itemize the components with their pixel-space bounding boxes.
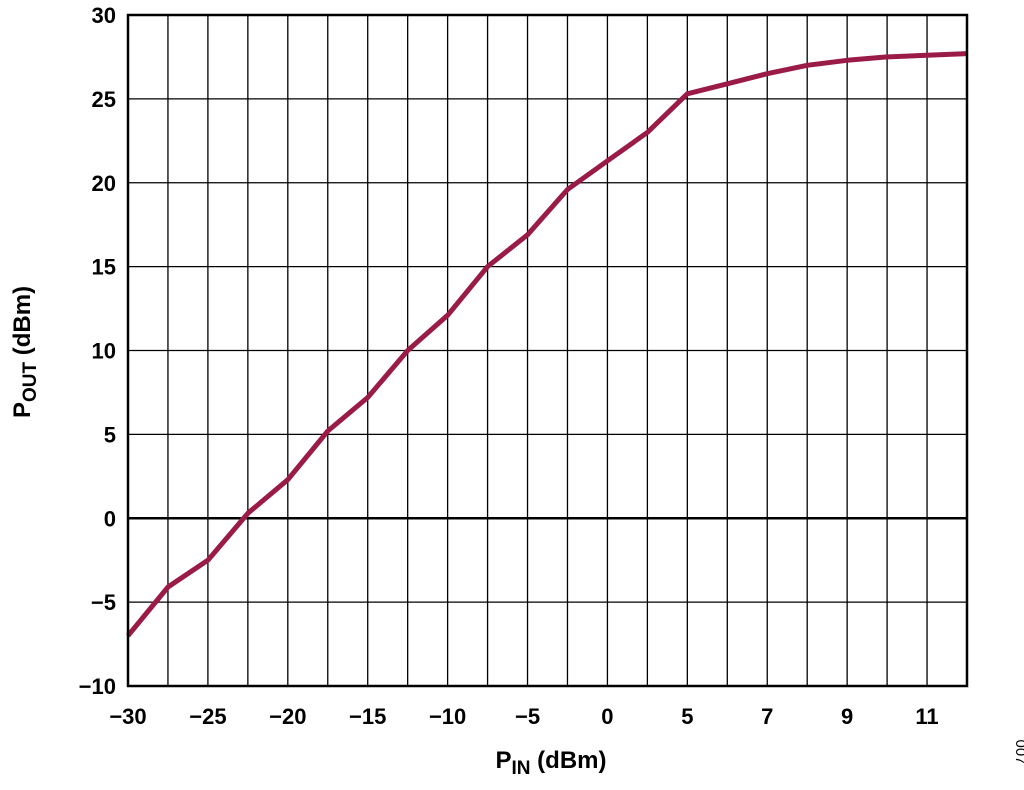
y-axis-label-main: P <box>9 402 36 418</box>
y-tick-label: 25 <box>92 87 116 112</box>
y-tick-label: −10 <box>79 674 116 699</box>
x-tick-label: 9 <box>841 704 853 729</box>
x-axis-label-main: P <box>496 747 512 774</box>
x-tick-label: −25 <box>189 704 226 729</box>
y-tick-labels: −10 −5 0 5 10 15 20 25 30 <box>79 3 116 699</box>
y-axis-label-unit: (dBm) <box>9 286 36 362</box>
y-tick-label: 30 <box>92 3 116 28</box>
y-tick-label: 15 <box>92 255 116 280</box>
x-tick-label: −15 <box>349 704 386 729</box>
y-tick-label: −5 <box>91 590 116 615</box>
series-group <box>126 51 968 638</box>
y-tick-label: 10 <box>92 339 116 364</box>
y-tick-label: 20 <box>92 171 116 196</box>
x-axis-label: PIN (dBm) <box>496 747 607 779</box>
figure-id: 007 <box>1012 739 1024 764</box>
x-tick-label: −10 <box>429 704 466 729</box>
y-tick-label: 5 <box>104 422 116 447</box>
x-tick-label: −5 <box>515 704 540 729</box>
x-tick-label: −30 <box>109 704 146 729</box>
x-tick-label: 7 <box>761 704 773 729</box>
grid-lines <box>128 15 967 686</box>
y-axis-label-sub: OUT <box>20 362 41 403</box>
plot-frame <box>126 13 969 688</box>
x-tick-labels: −30 −25 −20 −15 −10 −5 0 5 7 9 11 <box>109 704 938 729</box>
x-tick-label: −20 <box>269 704 306 729</box>
x-tick-label: 11 <box>915 704 938 729</box>
y-tick-label: 0 <box>104 506 116 531</box>
x-tick-label: 5 <box>681 704 693 729</box>
x-tick-label: 0 <box>601 704 613 729</box>
x-axis-label-unit: (dBm) <box>531 747 607 774</box>
pout-series-line <box>126 51 968 638</box>
x-axis-label-sub: IN <box>512 758 531 779</box>
y-axis-label: POUT (dBm) <box>9 286 41 418</box>
